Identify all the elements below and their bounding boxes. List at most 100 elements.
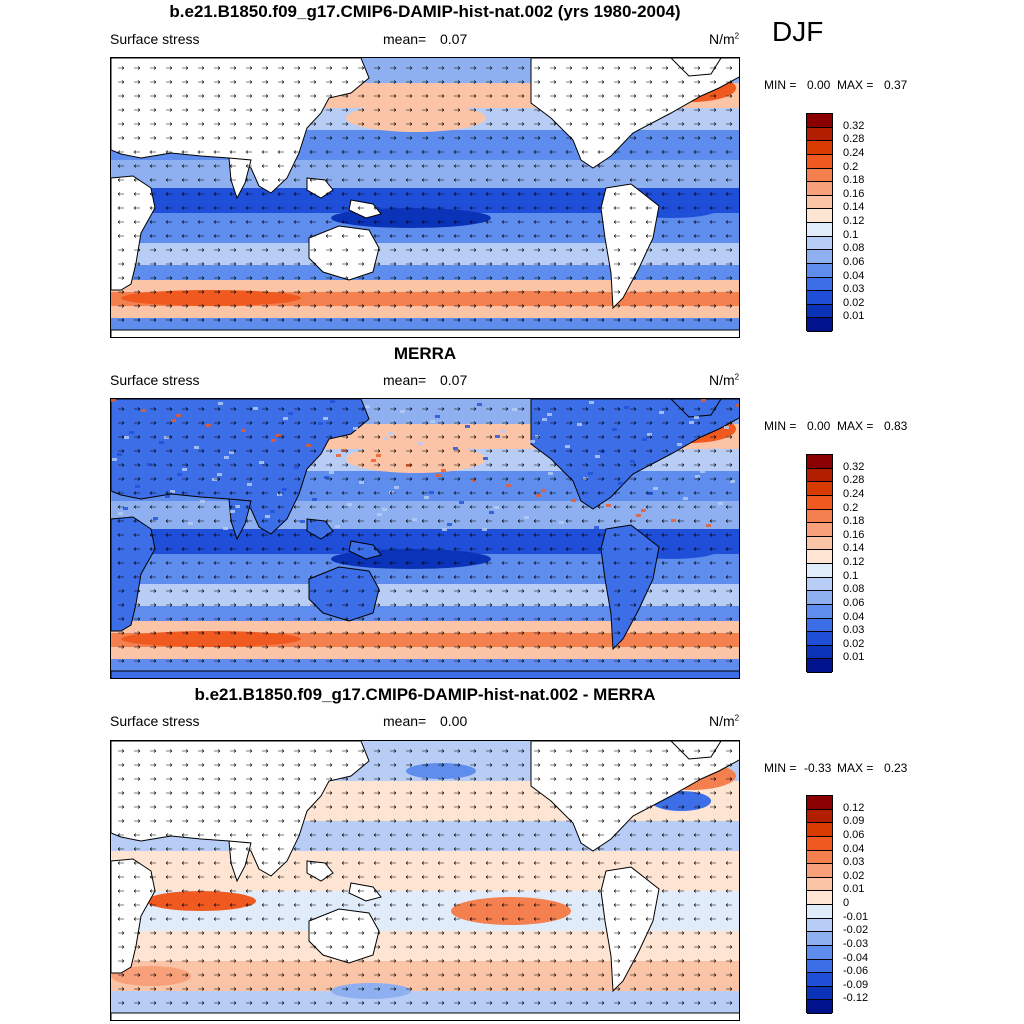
wind-vector [278,805,285,809]
wind-vector [726,819,733,823]
wind-vector [630,262,637,266]
wind-vector [134,959,141,963]
wind-vector [726,645,733,649]
wind-vector [149,505,156,509]
field-speckle [565,445,570,448]
wind-vector [134,108,141,112]
wind-vector [470,421,477,425]
wind-vector [133,519,140,523]
wind-vector [246,931,253,935]
wind-vector [310,659,317,663]
wind-vector [710,945,717,949]
wind-vector [709,178,716,182]
wind-vector [502,973,509,977]
wind-vector [422,262,429,266]
wind-vector [406,931,413,935]
wind-vector [582,94,589,98]
wind-vector [229,889,236,893]
wind-vector [230,262,237,266]
wind-vector [614,931,621,935]
land-outline [111,329,739,337]
wind-vector [486,777,493,781]
wind-vector [245,889,252,893]
wind-vector [534,987,541,991]
wind-vector [630,122,637,126]
wind-vector [405,178,412,182]
wind-vector [134,421,141,425]
wind-vector [693,561,700,565]
wind-vector [133,533,140,537]
wind-vector [549,833,556,837]
wind-vector [581,178,588,182]
wind-vector [326,80,333,84]
wind-vector [422,477,429,481]
wind-vector [709,519,716,523]
wind-vector [678,304,685,308]
field-speckle [642,438,647,441]
wind-vector [534,659,541,663]
wind-vector [150,973,157,977]
wind-vector [390,791,397,795]
wind-vector [278,290,285,294]
field-speckle [500,430,505,433]
wind-vector [325,833,332,837]
wind-vector [294,959,301,963]
wind-vector [709,861,716,865]
wind-vector [693,917,700,921]
wind-vector [630,959,637,963]
wind-vector [309,234,316,238]
wind-vector [182,603,189,607]
wind-vector [518,931,525,935]
colorbar-tick-label: 0.28 [843,133,865,146]
wind-vector [614,617,621,621]
wind-vector [582,763,589,767]
wind-vector [326,435,333,439]
wind-vector [133,917,140,921]
wind-vector [646,304,653,308]
wind-vector [118,945,125,949]
wind-vector [726,805,733,809]
wind-vector [421,220,428,224]
wind-vector [373,561,380,565]
wind-vector [662,276,669,280]
field-band [111,318,739,330]
wind-vector [230,108,237,112]
wind-vector [581,833,588,837]
wind-vector [598,122,605,126]
wind-vector [470,603,477,607]
wind-vector [406,819,413,823]
wind-vector [677,833,684,837]
wind-vector [485,192,492,196]
wind-vector [117,547,124,551]
wind-vector [630,973,637,977]
wind-vector [533,561,540,565]
wind-vector [470,122,477,126]
wind-vector [198,136,205,140]
field-blob [121,631,301,647]
wind-vector [374,94,381,98]
wind-vector [694,777,701,781]
wind-vector [566,959,573,963]
wind-vector [165,150,172,154]
wind-vector [262,66,269,70]
wind-vector [197,220,204,224]
colorbar-tick-label: 0.06 [843,596,865,609]
field-speckle [606,504,611,507]
panel-1-min-value: 0.00 [807,78,831,92]
wind-vector [198,449,205,453]
land-outline [308,908,380,964]
colorbar-tick-label: 0.04 [843,269,865,282]
wind-vector [470,449,477,453]
wind-vector [710,108,717,112]
wind-vector [117,206,124,210]
wind-vector [598,449,605,453]
wind-vector [277,533,284,537]
wind-vector [534,819,541,823]
wind-vector [710,290,717,294]
wind-vector [454,791,461,795]
field-speckle [618,482,623,485]
wind-vector [294,262,301,266]
wind-vector [517,220,524,224]
wind-vector [325,164,332,168]
wind-vector [709,220,716,224]
